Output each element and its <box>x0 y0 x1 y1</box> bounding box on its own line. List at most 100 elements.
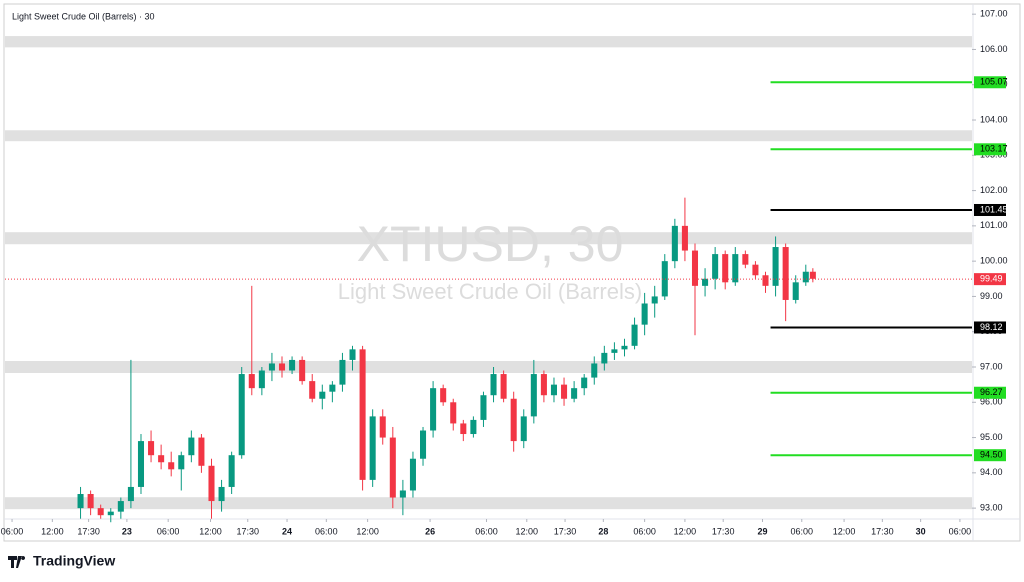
zone <box>5 360 972 373</box>
candle-body <box>752 264 759 276</box>
candle-body <box>188 437 195 456</box>
brand-name: TradingView <box>33 553 115 569</box>
candle-body <box>299 359 306 382</box>
last-price-box <box>974 273 1006 286</box>
x-tick-label: 12:00 <box>199 526 222 536</box>
brand-logo: TradingView <box>8 553 115 569</box>
level-box <box>974 449 1006 462</box>
candle-body <box>87 494 94 509</box>
zone <box>5 497 972 510</box>
candle-body <box>127 486 134 502</box>
x-tick-label: 12:00 <box>674 526 697 536</box>
candle-body <box>691 250 699 286</box>
level-label: 101.45 <box>980 204 1008 214</box>
candle-body <box>460 423 467 435</box>
x-tick-label: 12:00 <box>833 526 856 536</box>
candle-body <box>500 374 507 399</box>
candle-body <box>329 384 336 392</box>
candle-body <box>772 247 779 286</box>
y-tick-label: 93.00 <box>980 502 1003 512</box>
candle-body <box>440 388 447 403</box>
candle-body <box>561 384 568 399</box>
candle-body <box>809 271 816 279</box>
logo-mark <box>8 556 26 568</box>
candle-body <box>530 374 537 417</box>
x-tick-label: 06:00 <box>791 526 814 536</box>
candle-body <box>420 430 427 459</box>
level-label: 103.17 <box>980 144 1008 154</box>
x-tick-label: 17:30 <box>554 526 577 536</box>
level-label: 105.07 <box>980 77 1008 87</box>
candle-body <box>148 441 155 456</box>
candle-body <box>631 324 638 346</box>
y-tick-label: 96.00 <box>980 397 1003 407</box>
candle-body <box>571 388 578 399</box>
x-tick-label: 17:30 <box>77 526 100 536</box>
y-tick-label: 95.00 <box>980 432 1003 442</box>
level-box <box>974 203 1006 216</box>
candle-body <box>359 349 366 480</box>
y-tick-label: 94.00 <box>980 467 1003 477</box>
candle-body <box>409 458 416 491</box>
candle-body <box>379 416 386 438</box>
candle-body <box>349 349 356 360</box>
x-tick-label: 17:30 <box>871 526 894 536</box>
candle-body <box>611 349 618 353</box>
candle-body <box>107 511 114 516</box>
candle-body <box>651 296 658 304</box>
last-price-label: 99.49 <box>980 274 1003 284</box>
x-tick-label: 28 <box>598 526 608 536</box>
candle-body <box>661 261 668 297</box>
level-box <box>974 321 1006 334</box>
y-tick-label: 107.00 <box>980 9 1008 19</box>
candle-body <box>601 352 608 364</box>
candle-body <box>550 384 557 396</box>
x-tick-label: 23 <box>122 526 132 536</box>
candle-body <box>510 398 517 442</box>
candle-body <box>198 437 205 466</box>
x-tick-label: 06:00 <box>1 526 24 536</box>
watermark-symbol: XTIUSD, 30 <box>357 216 624 272</box>
x-tick-label: 06:00 <box>157 526 180 536</box>
candle-body <box>581 377 588 389</box>
x-tick-label: 06:00 <box>633 526 656 536</box>
candle-body <box>319 391 326 399</box>
y-tick-label: 106.00 <box>980 44 1008 54</box>
candle-body <box>540 374 547 396</box>
x-tick-label: 06:00 <box>475 526 498 536</box>
candle-body <box>591 363 598 378</box>
candle-body <box>158 455 165 463</box>
candle-body <box>450 402 457 424</box>
candle-body <box>97 508 104 516</box>
candle-body <box>248 374 255 389</box>
x-tick-label: 29 <box>757 526 767 536</box>
candle-body <box>309 381 316 399</box>
zone <box>5 232 972 245</box>
watermark: XTIUSD, 30 Light Sweet Crude Oil (Barrel… <box>338 216 642 304</box>
candle-body <box>782 247 789 300</box>
candle-body <box>732 254 739 283</box>
watermark-name: Light Sweet Crude Oil (Barrels) <box>338 279 642 304</box>
x-tick-label: 06:00 <box>315 526 338 536</box>
candle-body <box>369 416 376 480</box>
candle-body <box>208 465 215 502</box>
x-tick-label: 17:30 <box>236 526 259 536</box>
x-tick-label: 12:00 <box>356 526 379 536</box>
candle-body <box>77 494 84 509</box>
zone <box>5 36 972 48</box>
y-tick-label: 101.00 <box>980 220 1008 230</box>
x-tick-label: 24 <box>282 526 292 536</box>
candle-body <box>702 278 709 286</box>
candle-body <box>117 501 124 512</box>
candle-body <box>762 275 769 286</box>
level-box <box>974 76 1006 89</box>
candle-body <box>268 363 275 371</box>
x-tick-label: 26 <box>425 526 435 536</box>
candle-body <box>389 437 396 498</box>
y-tick-label: 102.00 <box>980 185 1008 195</box>
x-tick-label: 12:00 <box>41 526 64 536</box>
candle-body <box>641 303 648 325</box>
y-tick-label: 104.00 <box>980 114 1008 124</box>
